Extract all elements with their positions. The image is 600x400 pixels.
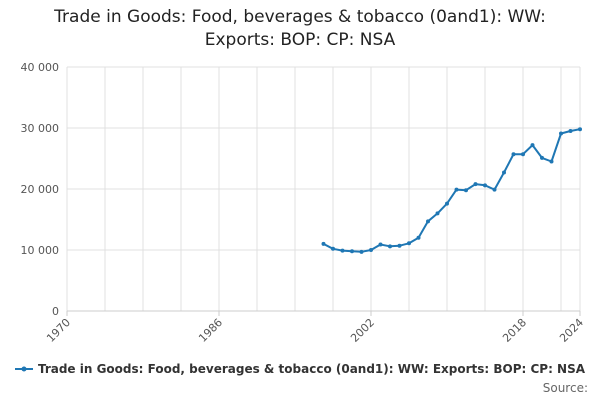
y-tick-label: 20 000 bbox=[21, 183, 60, 196]
y-tick-label: 40 000 bbox=[21, 61, 60, 74]
data-point[interactable] bbox=[416, 235, 421, 240]
data-point[interactable] bbox=[426, 219, 430, 224]
chart-title-line-2: Exports: BOP: CP: NSA bbox=[204, 30, 396, 50]
data-point[interactable] bbox=[445, 201, 449, 206]
data-point[interactable] bbox=[435, 211, 440, 216]
chart-title: Trade in Goods: Food, beverages & tobacc… bbox=[0, 6, 600, 52]
data-point[interactable] bbox=[359, 249, 364, 254]
y-tick-label: 10 000 bbox=[21, 244, 60, 257]
data-point[interactable] bbox=[540, 155, 544, 160]
x-tick-label: 2018 bbox=[500, 316, 529, 345]
y-tick-label: 0 bbox=[52, 305, 59, 318]
data-point[interactable] bbox=[397, 243, 402, 248]
data-point[interactable] bbox=[559, 131, 563, 136]
x-tick-label: 1986 bbox=[196, 316, 225, 345]
data-point[interactable] bbox=[530, 143, 535, 148]
data-point[interactable] bbox=[321, 241, 326, 246]
data-point[interactable] bbox=[568, 129, 573, 134]
data-point[interactable] bbox=[454, 187, 459, 192]
data-point[interactable] bbox=[473, 182, 478, 187]
data-point[interactable] bbox=[578, 127, 582, 132]
legend[interactable]: Trade in Goods: Food, beverages & tobacc… bbox=[0, 362, 600, 376]
data-point[interactable] bbox=[369, 248, 373, 252]
x-tick-label: 2002 bbox=[348, 316, 377, 345]
source-label: Source: bbox=[542, 381, 588, 395]
y-tick-label: 30 000 bbox=[21, 122, 60, 135]
data-point[interactable] bbox=[378, 242, 383, 247]
data-point[interactable] bbox=[331, 246, 335, 251]
series-layer bbox=[321, 127, 582, 254]
data-point[interactable] bbox=[511, 152, 516, 157]
data-point[interactable] bbox=[502, 170, 506, 175]
x-tick-label: 1970 bbox=[44, 316, 73, 345]
data-point[interactable] bbox=[388, 244, 392, 249]
data-point[interactable] bbox=[407, 241, 411, 246]
data-point[interactable] bbox=[492, 187, 497, 192]
series-line[interactable] bbox=[323, 128, 581, 253]
data-point[interactable] bbox=[483, 183, 487, 188]
data-point[interactable] bbox=[350, 249, 354, 254]
data-point[interactable] bbox=[464, 188, 468, 193]
data-point[interactable] bbox=[549, 159, 554, 164]
chart-title-line-1: Trade in Goods: Food, beverages & tobacc… bbox=[54, 7, 546, 27]
data-point[interactable] bbox=[340, 248, 345, 253]
legend-label: Trade in Goods: Food, beverages & tobacc… bbox=[37, 362, 586, 376]
legend-swatch-icon bbox=[14, 366, 33, 372]
data-point[interactable] bbox=[521, 152, 525, 157]
grid-lines bbox=[66, 66, 581, 312]
x-tick-label: 2024 bbox=[557, 316, 586, 345]
